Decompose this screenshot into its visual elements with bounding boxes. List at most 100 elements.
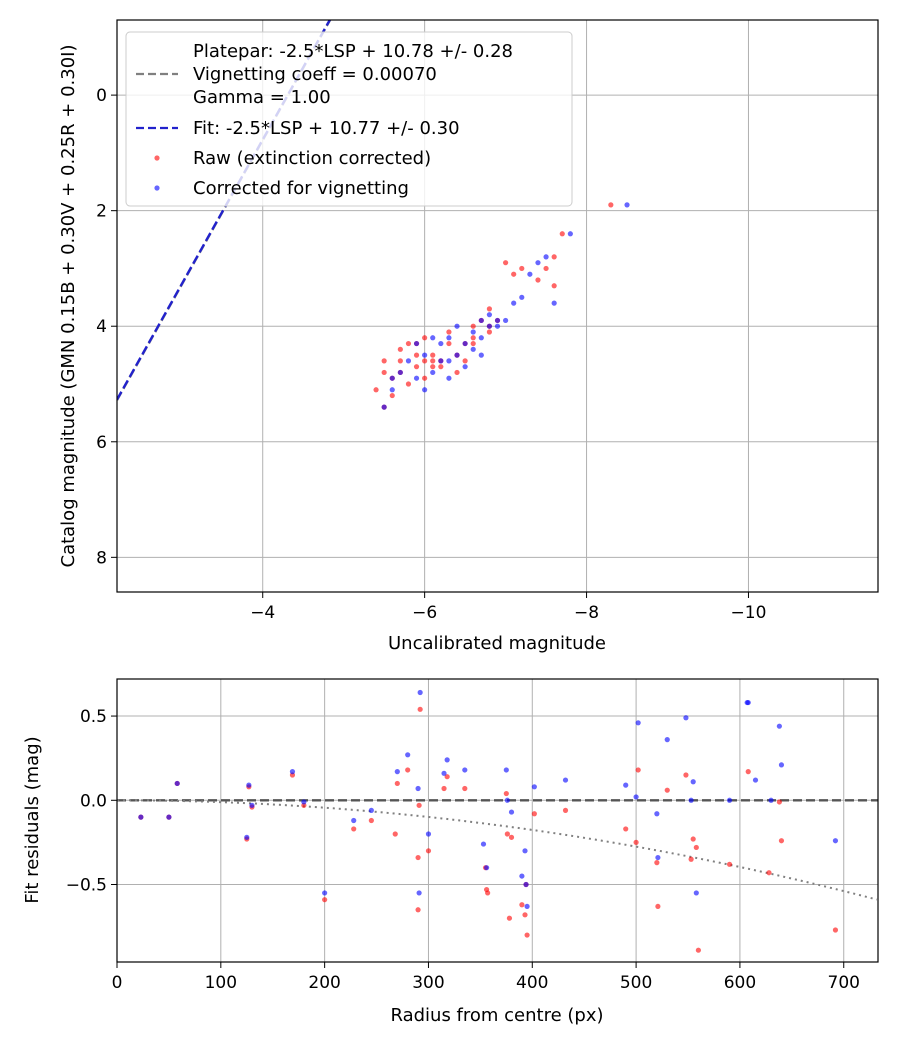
raw-point (551, 283, 557, 289)
vignetting-model-curve (117, 799, 878, 901)
corrected-point (523, 881, 529, 888)
corrected-point (462, 340, 468, 347)
raw-point (504, 831, 510, 837)
corrected-point (389, 387, 395, 393)
raw-point (519, 902, 525, 908)
bottom-lines (117, 799, 878, 901)
corrected-point (522, 848, 528, 854)
corrected-point (478, 335, 484, 341)
raw-point (535, 277, 541, 283)
corrected-point (417, 689, 423, 696)
raw-point (688, 856, 694, 862)
raw-point (832, 927, 839, 933)
corrected-point (174, 780, 180, 787)
corrected-point (504, 797, 510, 803)
corrected-point (438, 358, 444, 364)
corrected-point (567, 231, 573, 237)
raw-point (695, 947, 701, 953)
corrected-point (138, 814, 144, 820)
legend-platepar-label: Platepar: -2.5*LSP + 10.78 +/- 0.28 (193, 41, 513, 62)
corrected-point (664, 737, 670, 743)
corrected-point (478, 317, 484, 324)
raw-point (416, 802, 422, 808)
legend-corrected-label: Corrected for vignetting (193, 178, 409, 199)
legend-gamma-label: Gamma = 1.00 (193, 87, 331, 108)
raw-point (470, 340, 476, 347)
x-tick-label: 500 (620, 973, 652, 993)
corrected-point (413, 340, 420, 347)
corrected-point (322, 890, 328, 896)
corrected-point (438, 340, 444, 347)
raw-point (454, 369, 460, 376)
raw-point (486, 306, 493, 312)
legend-corrected-marker (154, 185, 160, 191)
top-y-axis-label: Catalog magnitude (GMN 0.15B + 0.30V + 0… (58, 44, 79, 567)
raw-point (430, 358, 436, 364)
corrected-point (430, 369, 436, 376)
top-x-ticks: −4 −6 −8 −10 (250, 592, 766, 623)
raw-point (470, 323, 476, 329)
corrected-point (752, 777, 759, 783)
corrected-point (470, 346, 476, 352)
corrected-point (381, 404, 387, 410)
x-tick-label: 200 (308, 973, 340, 993)
corrected-point (478, 352, 484, 358)
raw-point (405, 340, 412, 347)
corrected-point (394, 769, 400, 775)
corrected-point (832, 838, 839, 844)
raw-point (438, 364, 444, 370)
corrected-point (527, 271, 533, 277)
corrected-point (508, 809, 515, 815)
corrected-point (416, 890, 422, 896)
raw-point (422, 375, 428, 381)
raw-point (415, 854, 421, 861)
corrected-point (422, 352, 428, 358)
raw-point (559, 231, 565, 237)
raw-point (425, 848, 432, 854)
raw-point (389, 392, 395, 399)
corrected-point (690, 779, 696, 785)
legend-raw-marker (154, 155, 160, 161)
raw-point (522, 912, 528, 918)
x-tick-label: −8 (574, 603, 599, 623)
x-tick-label: −6 (412, 603, 437, 623)
corrected-point (470, 329, 476, 335)
corrected-point (454, 323, 460, 329)
corrected-point (368, 807, 374, 813)
corrected-point (249, 802, 255, 808)
corrected-point (246, 782, 252, 788)
raw-point (654, 860, 660, 866)
y-tick-label: 6 (96, 433, 107, 453)
raw-point (397, 358, 403, 364)
raw-point (446, 340, 452, 347)
y-tick-label: 8 (96, 548, 107, 568)
raw-point (351, 826, 357, 832)
legend-raw-label: Raw (extinction corrected) (193, 148, 431, 169)
raw-point (778, 838, 785, 844)
raw-point (531, 811, 537, 817)
corrected-point (494, 317, 501, 324)
corrected-point (462, 767, 468, 773)
raw-point (690, 836, 696, 842)
corrected-point (776, 723, 782, 729)
x-tick-label: −10 (731, 603, 767, 623)
raw-point (397, 346, 403, 352)
corrected-point (454, 352, 460, 358)
raw-point (405, 767, 411, 773)
corrected-point (405, 358, 412, 364)
raw-point (608, 202, 614, 208)
calibration-plot: −4 −6 −8 −10 0 2 4 6 8 Uncalibrated magnitude C… (58, 19, 879, 654)
raw-point (444, 774, 450, 780)
raw-point (368, 817, 374, 824)
corrected-point (289, 769, 296, 775)
raw-point (776, 799, 782, 805)
y-tick-label: 4 (96, 317, 107, 337)
corrected-point (503, 767, 509, 773)
raw-point (392, 831, 398, 837)
legend-vignetting-label: Vignetting coeff = 0.00070 (193, 64, 437, 85)
raw-point (551, 254, 557, 260)
corrected-point (389, 375, 395, 381)
corrected-point (535, 260, 541, 266)
corrected-point (543, 254, 549, 260)
